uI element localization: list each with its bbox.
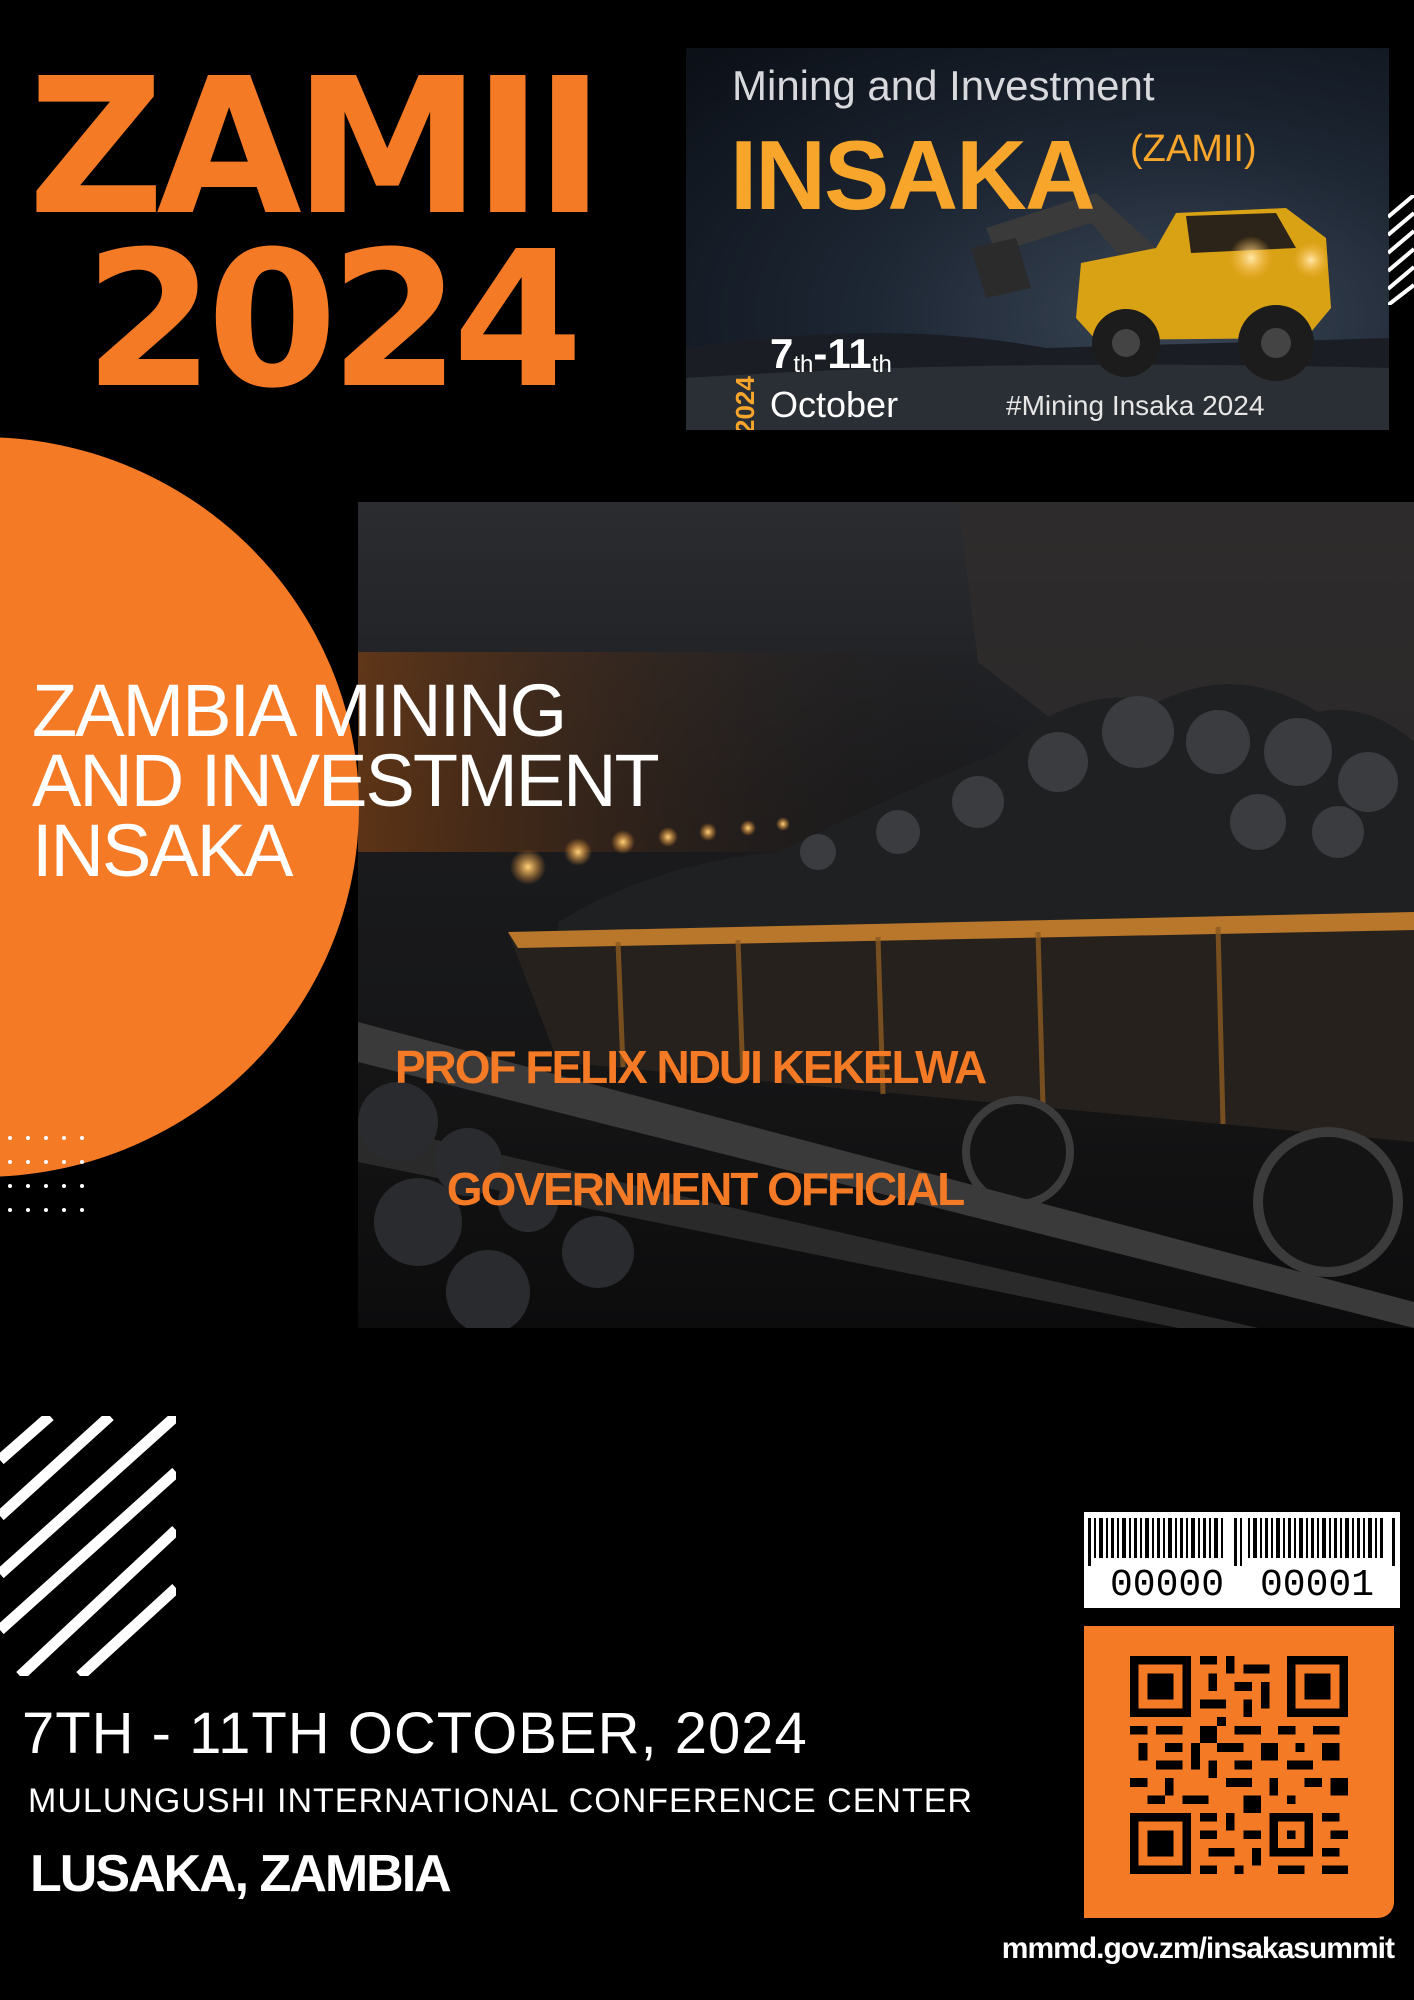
- title-line-1: ZAMII: [28, 38, 605, 257]
- banner-date-end: 11: [827, 330, 872, 377]
- event-banner: Mining and Investment INSAKA (ZAMII) 202…: [686, 48, 1389, 430]
- event-venue: MULUNGUSHI INTERNATIONAL CONFERENCE CENT…: [28, 1782, 973, 1820]
- barcode-icon: [1088, 1518, 1395, 1566]
- banner-year: 2024: [730, 376, 760, 430]
- event-full-name: ZAMBIA MINING AND INVESTMENT INSAKA: [32, 669, 752, 892]
- mining-truck-illustration: [686, 193, 1389, 430]
- diagonal-stripes-decoration: [0, 1416, 176, 1676]
- banner-subtitle: Mining and Investment: [732, 62, 1155, 109]
- attendee-name: PROF FELIX NDUI KEKELWA: [394, 1041, 987, 1093]
- banner-dates: 7th-11th: [770, 330, 892, 378]
- banner-month: October: [770, 384, 899, 425]
- event-name-line-2: AND INVESTMENT: [32, 739, 660, 822]
- event-city: LUSAKA, ZAMBIA: [30, 1845, 452, 1903]
- banner-tag: (ZAMII): [1130, 128, 1257, 170]
- event-acronym-title: ZAMII 2024: [28, 38, 628, 430]
- event-dates: 7TH - 11TH OCTOBER, 2024: [22, 1701, 808, 1766]
- diagonal-stripes-decoration-small: [1388, 195, 1414, 305]
- attendee-role: GOVERNMENT OFFICIAL: [446, 1163, 966, 1215]
- event-name-line-3: INSAKA: [32, 809, 293, 892]
- banner-title: INSAKA: [730, 120, 1096, 230]
- mine-railcar-photo: [358, 502, 1414, 1328]
- banner-date-end-suffix: th: [871, 351, 892, 378]
- event-website-link[interactable]: mmmd.gov.zm/insakasummit: [1001, 1932, 1395, 1965]
- banner-date-sep: -: [813, 330, 828, 377]
- barcode-number-left: 00000: [1110, 1564, 1225, 1607]
- qr-code-icon[interactable]: [1130, 1656, 1348, 1874]
- qr-code-panel: [1084, 1626, 1394, 1918]
- event-name-line-1: ZAMBIA MINING: [32, 669, 567, 752]
- banner-date-start-suffix: th: [793, 351, 814, 378]
- barcode-number-right: 00001: [1260, 1564, 1375, 1607]
- dot-grid-decoration: [8, 1136, 84, 1212]
- mine-railcar-illustration: [358, 502, 1414, 1328]
- banner-hashtag: #Mining Insaka 2024: [1006, 390, 1265, 421]
- banner-date-start: 7: [770, 330, 794, 377]
- title-line-2: 2024: [84, 210, 583, 430]
- ticket-barcode: 00000 00001: [1084, 1512, 1400, 1608]
